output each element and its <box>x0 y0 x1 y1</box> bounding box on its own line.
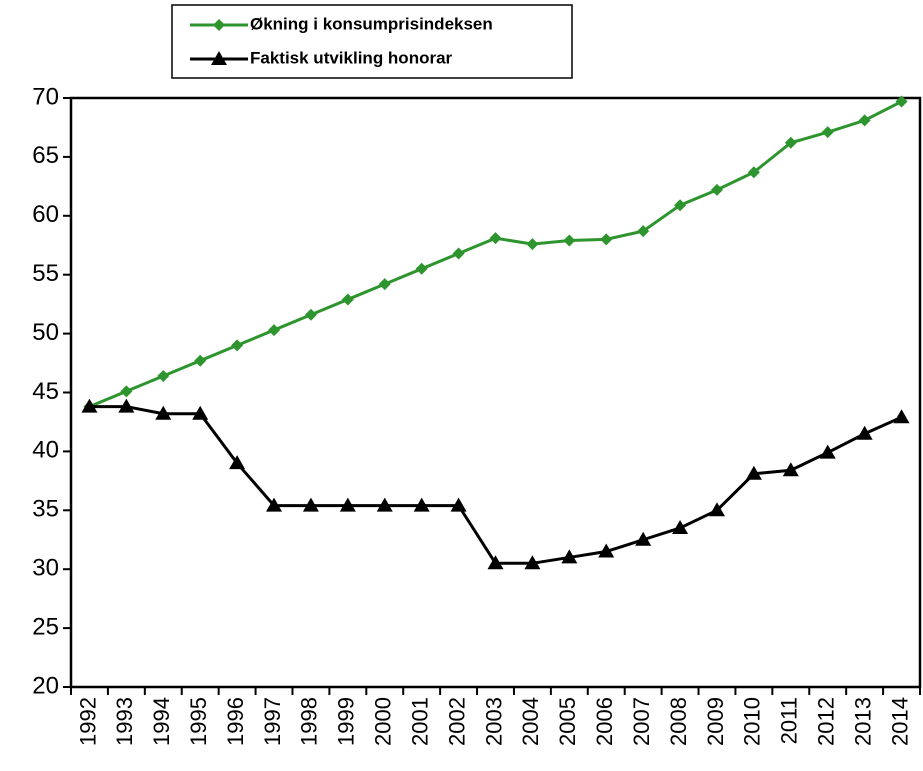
x-tick-label: 2000 <box>371 697 396 746</box>
marker <box>192 405 209 420</box>
plot-area <box>69 96 922 689</box>
marker <box>339 497 356 512</box>
marker <box>637 225 650 238</box>
marker <box>302 497 319 512</box>
y-tick-label: 30 <box>32 555 59 582</box>
x-tick-label: 2008 <box>666 697 691 746</box>
marker <box>487 555 504 570</box>
y-tick-label: 50 <box>32 319 59 346</box>
legend <box>171 4 573 79</box>
x-tick-label: 1995 <box>186 697 211 746</box>
x-tick-label: 2011 <box>777 697 802 744</box>
marker <box>452 247 465 260</box>
marker <box>747 166 760 179</box>
marker <box>118 398 135 413</box>
marker <box>378 278 391 291</box>
marker <box>708 502 725 517</box>
marker <box>858 114 871 127</box>
marker <box>710 183 723 196</box>
marker <box>782 462 799 477</box>
marker <box>821 126 834 139</box>
x-tick-label: 2004 <box>518 697 543 746</box>
x-tick-label: 1998 <box>297 697 322 746</box>
x-tick-label: 2013 <box>850 697 875 746</box>
marker <box>211 51 227 65</box>
marker <box>856 425 873 440</box>
x-tick-label: 1996 <box>223 697 248 746</box>
marker <box>819 444 836 459</box>
y-tick-label: 65 <box>32 142 59 169</box>
x-tick-label: 2001 <box>407 697 432 746</box>
x-tick-label: 1999 <box>334 697 359 746</box>
marker <box>229 455 246 470</box>
marker <box>563 234 576 247</box>
marker <box>672 519 689 534</box>
x-tick-label: 2003 <box>481 697 506 746</box>
marker <box>893 409 910 424</box>
y-tick-label: 70 <box>32 83 59 110</box>
x-tick-label: 2007 <box>629 697 654 746</box>
marker <box>450 497 467 512</box>
y-tick-label: 45 <box>32 378 59 405</box>
marker <box>81 398 98 413</box>
line <box>89 405 903 565</box>
marker <box>600 233 613 246</box>
marker <box>120 385 133 398</box>
y-tick-label: 20 <box>32 672 59 699</box>
x-tick-label: 2005 <box>555 697 580 746</box>
marker <box>674 199 687 212</box>
marker <box>341 293 354 306</box>
marker <box>155 405 172 420</box>
marker <box>598 543 615 558</box>
marker <box>784 136 797 149</box>
marker <box>561 549 578 564</box>
x-tick-label: 2012 <box>814 697 839 746</box>
y-tick-label: 35 <box>32 496 59 523</box>
x-tick-label: 1997 <box>260 697 285 746</box>
x-tick-label: 1993 <box>112 697 137 746</box>
y-tick-label: 60 <box>32 201 59 228</box>
y-tick-label: 55 <box>32 260 59 287</box>
marker <box>524 555 541 570</box>
marker <box>415 262 428 275</box>
y-tick-label: 25 <box>32 613 59 640</box>
marker <box>266 497 283 512</box>
line <box>88 100 903 409</box>
marker <box>268 324 281 337</box>
x-tick-label: 2010 <box>740 697 765 746</box>
legend-label: Økning i konsumprisindeksen <box>250 14 493 33</box>
marker <box>213 19 225 31</box>
marker <box>745 465 762 480</box>
x-tick-label: 2014 <box>887 697 912 746</box>
marker <box>231 339 244 352</box>
marker <box>895 95 908 108</box>
x-tick-label: 1992 <box>75 697 100 746</box>
marker <box>413 497 430 512</box>
marker <box>304 308 317 321</box>
x-tick-label: 2006 <box>592 697 617 746</box>
marker <box>194 354 207 367</box>
legend-label: Faktisk utvikling honorar <box>250 48 453 67</box>
y-tick-label: 40 <box>32 437 59 464</box>
marker <box>157 370 170 383</box>
marker <box>635 531 652 546</box>
x-tick-label: 2002 <box>444 697 469 746</box>
marker <box>376 497 393 512</box>
marker <box>526 238 539 251</box>
x-tick-label: 1994 <box>149 697 174 746</box>
marker <box>489 232 502 245</box>
x-tick-label: 2009 <box>703 697 728 746</box>
